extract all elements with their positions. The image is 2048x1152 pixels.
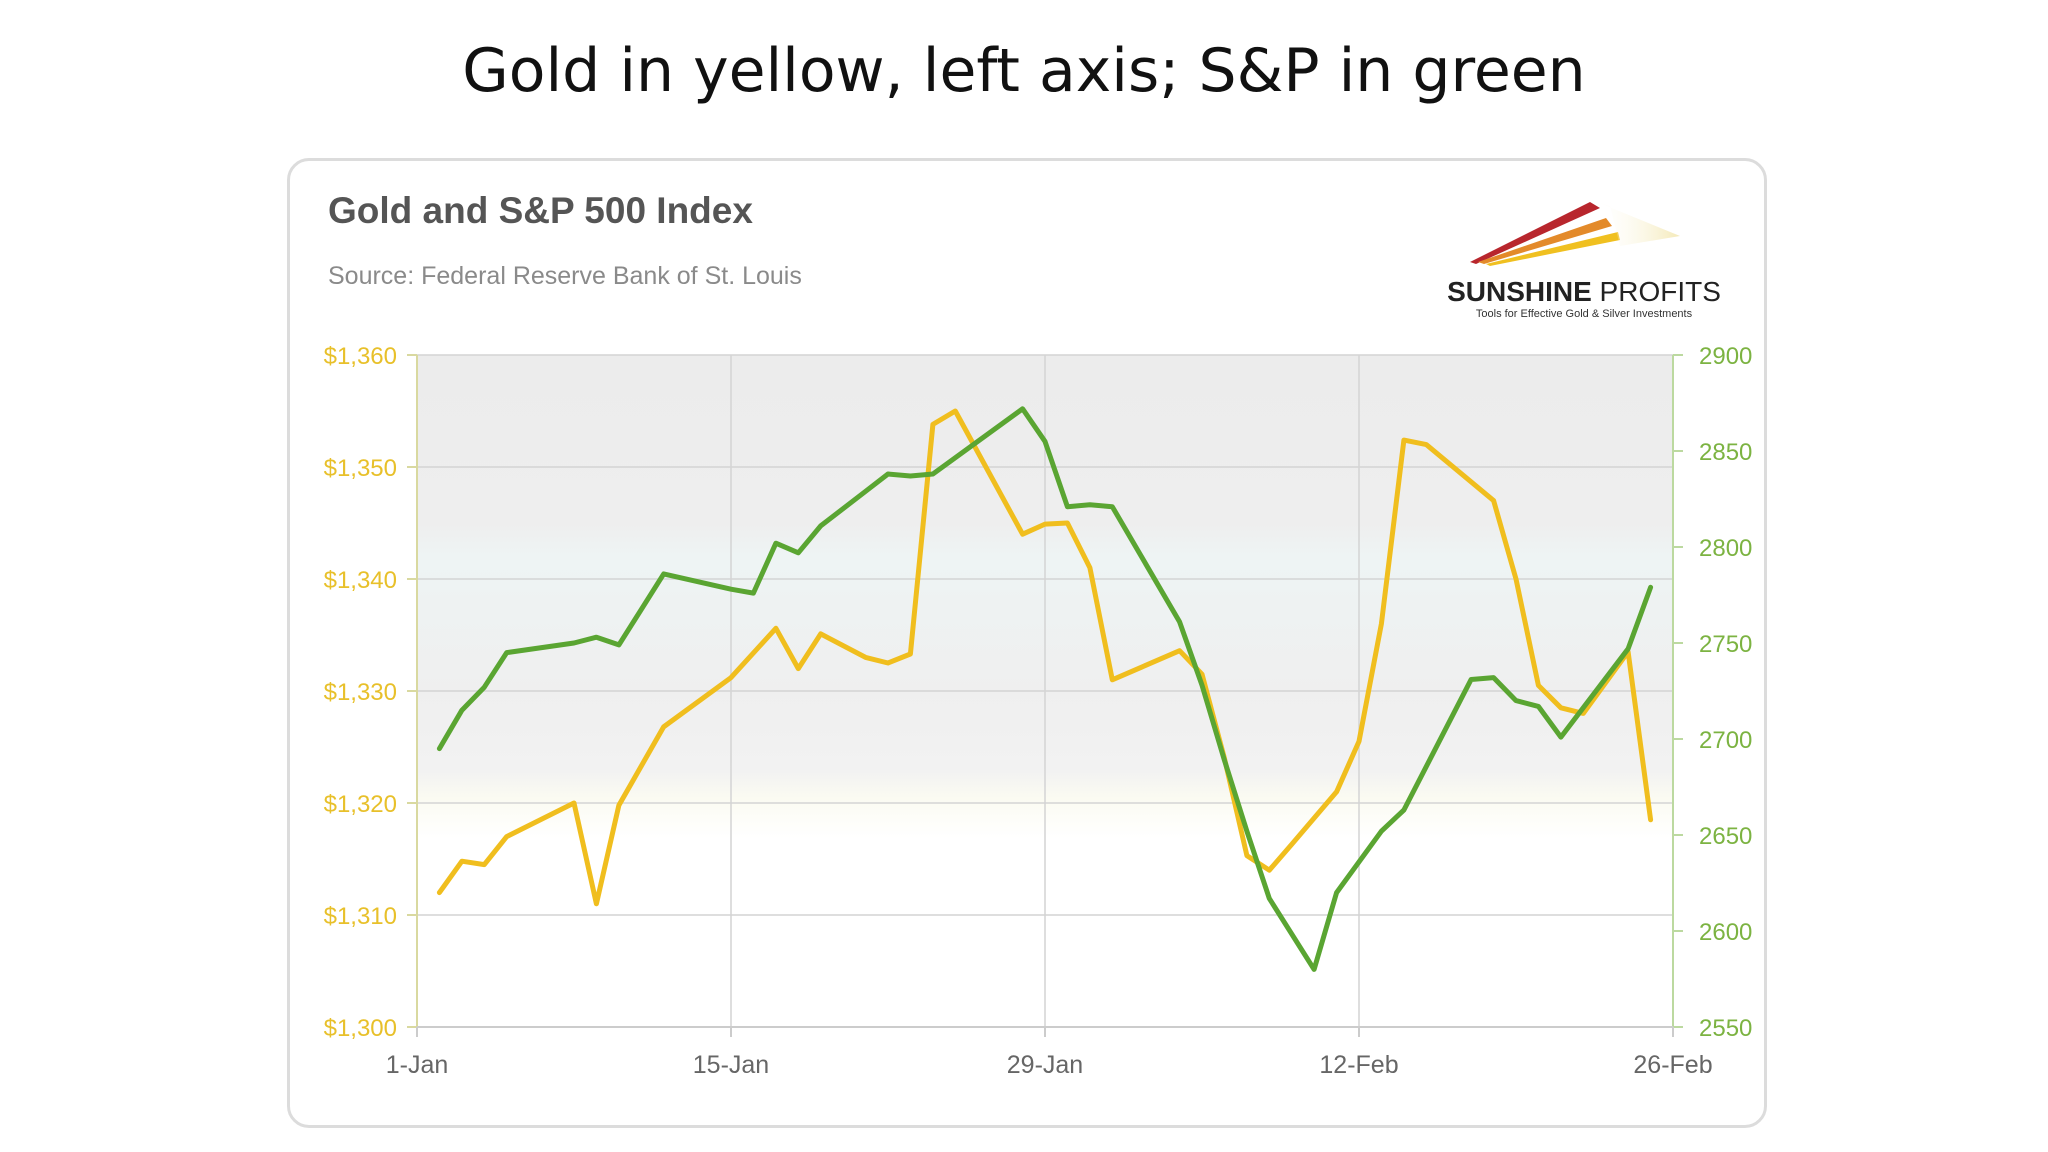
sp500-series-line	[436, 406, 1654, 972]
logo-name: SUNSHINE PROFITS	[1434, 276, 1734, 308]
right-tick-label: 2750	[1699, 631, 1752, 658]
logo-name-bold: SUNSHINE	[1447, 276, 1592, 307]
left-tick-label: $1,310	[324, 903, 397, 930]
right-tick-label: 2650	[1699, 823, 1752, 850]
left-tick-label: $1,330	[324, 679, 397, 706]
gold-series-line	[436, 408, 1654, 907]
axes	[407, 354, 1683, 1037]
left-tick-label: $1,340	[324, 567, 397, 594]
right-tick-label: 2700	[1699, 727, 1752, 754]
x-tick-label: 1-Jan	[386, 1051, 449, 1079]
left-tick-label: $1,320	[324, 791, 397, 818]
right-tick-label: 2900	[1699, 343, 1752, 370]
x-tick-label: 12-Feb	[1319, 1051, 1398, 1079]
left-tick-label: $1,300	[324, 1015, 397, 1042]
right-tick-label: 2850	[1699, 439, 1752, 466]
x-tick-label: 15-Jan	[693, 1051, 769, 1079]
left-tick-label: $1,360	[324, 343, 397, 370]
slide-title: Gold in yellow, left axis; S&P in green	[462, 36, 1586, 106]
right-tick-label: 2600	[1699, 919, 1752, 946]
x-tick-label: 29-Jan	[1007, 1051, 1083, 1079]
chart-source: Source: Federal Reserve Bank of St. Loui…	[328, 262, 802, 290]
left-tick-label: $1,350	[324, 455, 397, 482]
series-lines	[436, 406, 1654, 972]
tick-labels: $1,300 $1,310 $1,320 $1,330 $1,340 $1,350 $1,3…	[324, 343, 1753, 1079]
sunshine-profits-logo: SUNSHINE PROFITS Tools for Effective Gol…	[1420, 196, 1740, 322]
chart-title: Gold and S&P 500 Index	[328, 190, 753, 231]
right-tick-label: 2550	[1699, 1015, 1752, 1042]
right-tick-label: 2800	[1699, 535, 1752, 562]
logo-tagline: Tools for Effective Gold & Silver Invest…	[1475, 308, 1693, 320]
x-tick-label: 26-Feb	[1633, 1051, 1712, 1079]
logo-name-light: PROFITS	[1591, 276, 1721, 307]
sunshine-rays-icon	[1470, 200, 1680, 266]
